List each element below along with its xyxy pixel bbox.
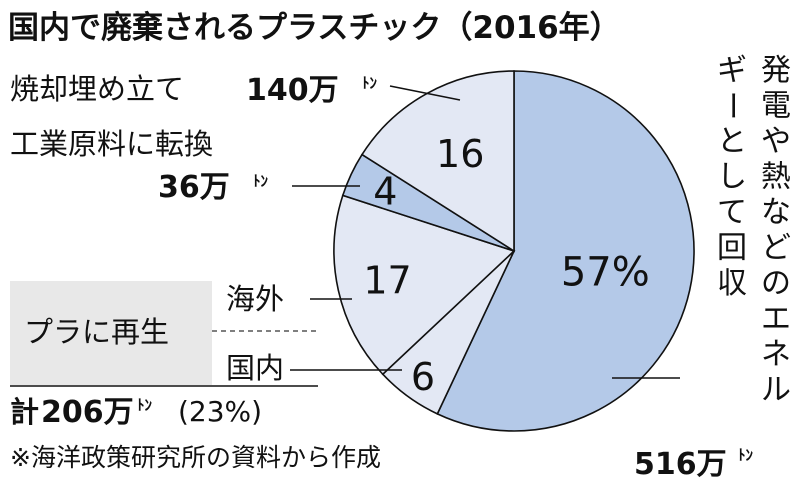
label-energy-char: ネ <box>761 337 791 372</box>
label-energy-char: ど <box>761 231 791 266</box>
label-industrial: 工業原料に転換 <box>10 127 213 161</box>
label-energy-char: 熱 <box>761 160 791 195</box>
unit-landfill: ﾄﾝ <box>362 74 378 92</box>
label-energy-char: ー <box>714 91 749 121</box>
pie-slice-overseas <box>333 194 516 376</box>
label-energy-char: の <box>761 266 791 301</box>
label-landfill: 焼却埋め立て <box>10 72 184 106</box>
label-energy-char: て <box>717 195 747 230</box>
label-energy-char: と <box>717 124 747 159</box>
slice-value-label-overseas: 17 <box>363 258 411 302</box>
slice-value-label-domestic: 6 <box>411 355 435 399</box>
pie-slice-energy <box>436 70 695 432</box>
label-energy-char: ギ <box>717 53 747 88</box>
label-energy-char: な <box>761 195 791 230</box>
slice-value-label-energy: 57% <box>561 249 650 295</box>
recycle-total-prefix: 計 <box>10 395 39 429</box>
label-overseas: 海外 <box>226 282 284 316</box>
label-energy-char: 回 <box>717 231 747 266</box>
pie-slice-labels: 57% 6 17 4 16 <box>363 132 649 399</box>
label-energy-char: エ <box>761 302 791 337</box>
recycle-group-box <box>10 281 212 385</box>
amount-energy: 516万 <box>634 447 727 482</box>
unit-energy: ﾄﾝ <box>738 446 754 464</box>
label-energy-char: 発 <box>761 53 791 88</box>
recycle-total-percent: (23%) <box>178 395 262 428</box>
label-energy-char: 電 <box>761 89 791 124</box>
chart-title: 国内で廃棄されるプラスチック（2016年） <box>8 10 621 46</box>
amount-industrial: 36万 <box>158 170 230 205</box>
recycle-total-unit: ﾄﾝ <box>137 396 153 414</box>
recycle-group-label: プラに再生 <box>24 315 169 349</box>
label-energy-char: や <box>761 124 791 159</box>
label-energy-char: し <box>717 160 747 195</box>
recycle-total-amount: 206万 <box>41 395 134 430</box>
label-energy-char: ル <box>761 373 791 408</box>
label-domestic: 国内 <box>226 351 284 385</box>
slice-value-label-industrial: 4 <box>373 170 397 214</box>
pie-slices <box>333 70 695 432</box>
source-note: ※海洋政策研究所の資料から作成 <box>10 443 381 472</box>
unit-industrial: ﾄﾝ <box>253 172 269 190</box>
leader-line-landfill <box>389 85 461 101</box>
label-energy-char: 収 <box>717 266 747 301</box>
amount-landfill: 140万 <box>246 73 339 108</box>
slice-value-label-landfill: 16 <box>436 132 484 176</box>
